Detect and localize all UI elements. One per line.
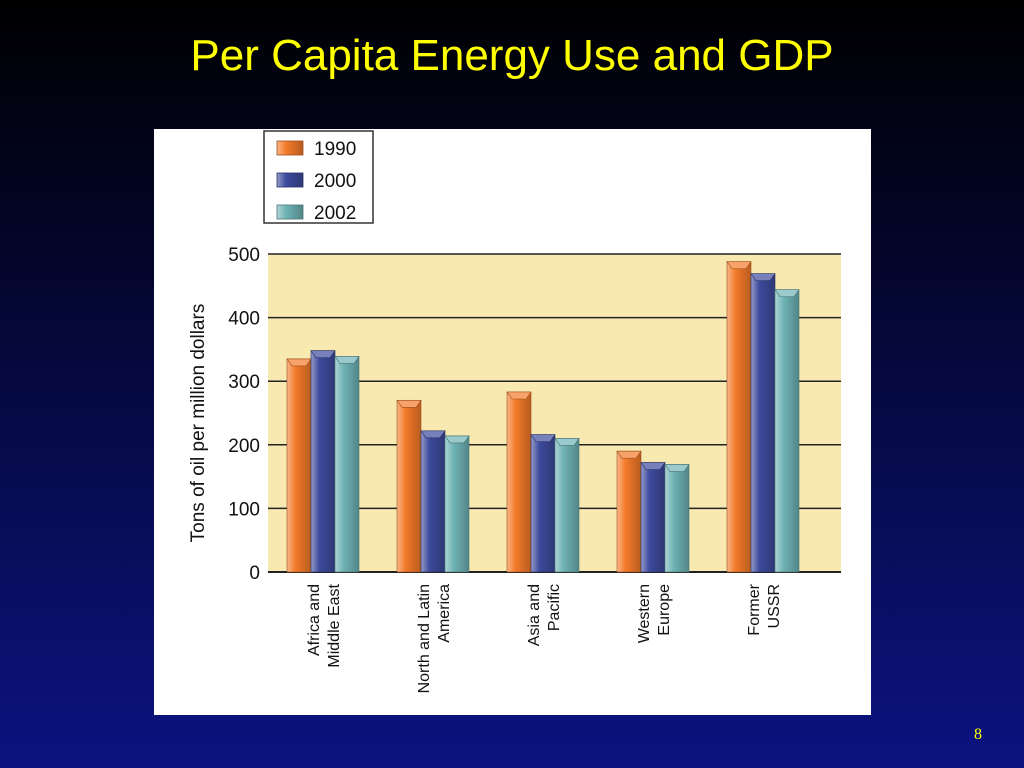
bar-cap-2000-3 <box>640 462 666 470</box>
category-label-line: Middle East <box>326 583 343 667</box>
y-tick-label: 400 <box>228 309 260 330</box>
bar-2002-3 <box>664 464 690 573</box>
y-tick-label: 300 <box>228 372 260 393</box>
page-number: 8 <box>974 726 982 743</box>
category-label-line: Africa and <box>306 584 323 656</box>
legend-swatch-2002 <box>276 204 304 220</box>
bar-cap-2002-1 <box>444 435 470 444</box>
bar-2002-1 <box>444 435 470 573</box>
legend-swatch-1990 <box>276 140 304 156</box>
y-tick-label: 500 <box>228 245 260 266</box>
bar-2002-0 <box>334 356 360 573</box>
bar-2000-2 <box>530 434 556 573</box>
y-tick-label: 100 <box>228 499 260 520</box>
category-label-line: North and Latin <box>416 584 433 693</box>
bar-cap-2002-3 <box>664 464 690 472</box>
bar-cap-2000-2 <box>530 434 556 442</box>
y-tick-label: 200 <box>228 436 260 457</box>
category-label-line: USSR <box>766 584 783 628</box>
category-label-line: Europe <box>656 584 673 636</box>
category-label: Asia and Pacific <box>526 584 563 646</box>
bar-1990-2 <box>506 391 532 573</box>
bar-cap-2000-0 <box>310 350 336 358</box>
bar-cap-2000-4 <box>750 273 776 282</box>
category-label: Western Europe <box>636 584 673 643</box>
category-label-line: Western <box>636 584 653 643</box>
bar-1990-1 <box>396 399 422 573</box>
bar-cap-2002-2 <box>554 438 580 446</box>
legend-label: 2000 <box>314 171 356 192</box>
category-label: Africa and Middle East <box>306 583 343 667</box>
slide-title: Per Capita Energy Use and GDP <box>190 31 834 80</box>
category-label-line: Pacific <box>546 584 563 631</box>
y-tick-label: 0 <box>249 563 260 584</box>
bar-1990-4 <box>726 261 752 573</box>
bar-cap-1990-4 <box>726 261 752 269</box>
bar-1990-3 <box>616 450 642 573</box>
legend-label: 2002 <box>314 203 356 224</box>
category-label-line: Former <box>746 583 763 635</box>
chart-panel: 0 100 200 300 400 500 Tons of oil per million … <box>154 129 871 715</box>
bar-chart: 0 100 200 300 400 500 Tons of oil per million … <box>188 130 841 694</box>
bar-2000-0 <box>310 350 336 573</box>
bar-cap-2000-1 <box>420 430 446 439</box>
bar-2000-3 <box>640 462 666 573</box>
legend-swatch-2000 <box>276 172 304 188</box>
legend-label: 1990 <box>314 139 356 160</box>
bar-cap-1990-0 <box>286 358 312 367</box>
bar-2002-4 <box>774 289 800 573</box>
bar-cap-2002-0 <box>334 356 360 364</box>
bar-cap-2002-4 <box>774 289 800 297</box>
category-label-line: America <box>436 584 453 643</box>
bar-1990-0 <box>286 358 312 573</box>
bar-cap-1990-2 <box>506 391 532 400</box>
bar-2000-1 <box>420 430 446 573</box>
y-axis-label: Tons of oil per million dollars <box>188 304 209 543</box>
bar-2000-4 <box>750 273 776 573</box>
bar-cap-1990-3 <box>616 450 642 459</box>
category-label: Former USSR <box>746 583 783 635</box>
category-label: North and Latin America <box>416 584 453 694</box>
bar-2002-2 <box>554 438 580 573</box>
category-label-line: Asia and <box>526 584 543 646</box>
bar-cap-1990-1 <box>396 399 422 408</box>
